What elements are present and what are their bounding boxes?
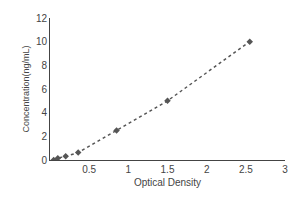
- svg-text:2: 2: [204, 164, 210, 175]
- svg-text:12: 12: [36, 13, 48, 24]
- svg-text:1: 1: [126, 164, 132, 175]
- svg-text:2.5: 2.5: [239, 164, 253, 175]
- svg-text:6: 6: [41, 84, 47, 95]
- svg-text:Concentration(ng/mL): Concentration(ng/mL): [21, 45, 31, 132]
- svg-text:Optical Density: Optical Density: [134, 177, 201, 188]
- svg-text:4: 4: [41, 107, 47, 118]
- svg-text:0.5: 0.5: [82, 164, 96, 175]
- svg-text:1.5: 1.5: [161, 164, 175, 175]
- svg-text:3: 3: [282, 164, 288, 175]
- svg-text:10: 10: [36, 36, 48, 47]
- svg-text:2: 2: [41, 131, 47, 142]
- svg-text:0: 0: [41, 155, 47, 166]
- svg-text:8: 8: [41, 60, 47, 71]
